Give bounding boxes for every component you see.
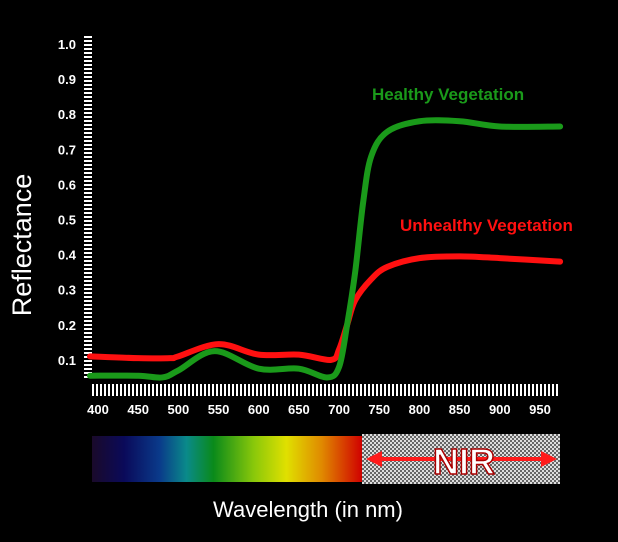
x-tick-label: 850 [449, 402, 471, 417]
x-tick-label: 450 [127, 402, 149, 417]
x-tick-label: 550 [208, 402, 230, 417]
y-tick-label: 0.5 [58, 213, 76, 228]
unhealthy-vegetation-line [86, 253, 564, 363]
y-tick-label: 1.0 [58, 37, 76, 52]
visible-spectrum-bar [92, 436, 362, 482]
nir-label: NIR [433, 441, 495, 482]
y-tick-label: 0.2 [58, 318, 76, 333]
x-tick-label: 600 [248, 402, 270, 417]
x-tick-label: 950 [529, 402, 551, 417]
x-axis-ruler [92, 384, 560, 396]
x-tick-label: 650 [288, 402, 310, 417]
y-axis-label: Reflectance [7, 174, 37, 317]
x-axis-label: Wavelength (in nm) [213, 497, 403, 522]
y-tick-label: 0.4 [58, 248, 77, 263]
x-tick-label: 800 [409, 402, 431, 417]
y-tick-label: 0.6 [58, 177, 76, 192]
x-tick-label: 400 [87, 402, 109, 417]
healthy-vegetation-line [86, 117, 564, 381]
x-tick-label: 750 [368, 402, 390, 417]
y-tick-label: 0.7 [58, 142, 76, 157]
x-tick-label: 900 [489, 402, 511, 417]
annotation-healthy: Healthy Vegetation [372, 85, 524, 104]
x-tick-label: 500 [168, 402, 190, 417]
nir-double-arrow [366, 451, 557, 467]
y-tick-label: 0.1 [58, 353, 76, 368]
y-axis-ruler [84, 34, 92, 380]
y-tick-label: 0.8 [58, 107, 76, 122]
y-tick-label: 0.3 [58, 283, 76, 298]
x-tick-label: 700 [328, 402, 350, 417]
y-tick-label: 0.9 [58, 72, 76, 87]
annotation-unhealthy: Unhealthy Vegetation [400, 216, 573, 235]
